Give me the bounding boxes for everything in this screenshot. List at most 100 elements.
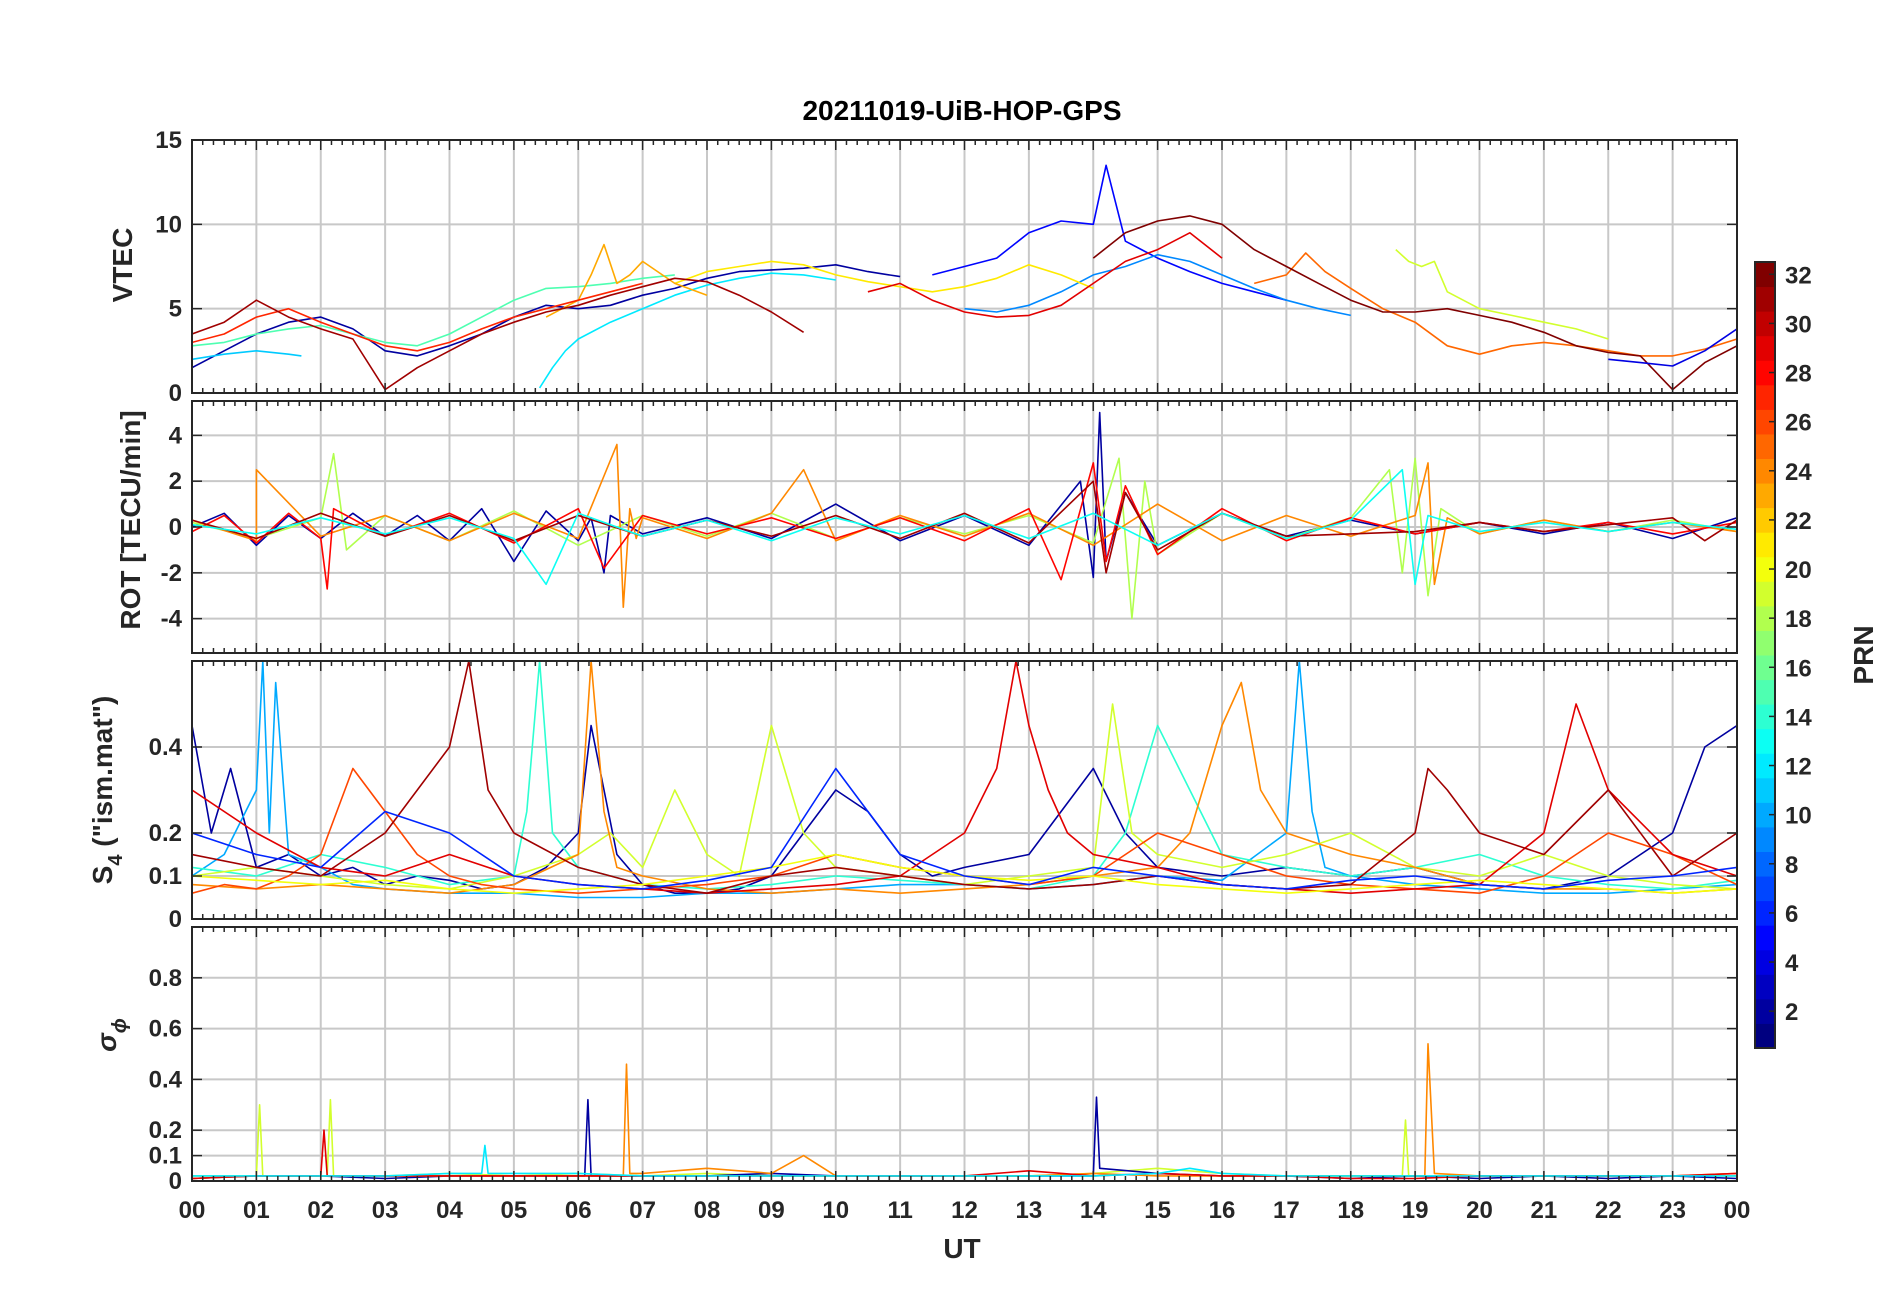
sigma-phi-y-tick-label: 0.6	[149, 1016, 182, 1043]
sigma-phi-y-tick-label: 0.1	[149, 1143, 182, 1170]
colorbar-segment	[1755, 974, 1775, 1000]
vtec-series-prn-4	[1608, 328, 1737, 367]
s4-series-group	[192, 661, 1737, 899]
colorbar-segment	[1755, 335, 1775, 361]
s4-series-prn-24	[192, 661, 1737, 895]
x-tick-label: 21	[1531, 1197, 1558, 1224]
colorbar-tick-label: 28	[1785, 361, 1812, 388]
colorbar-segment	[1755, 262, 1775, 288]
colorbar-segment	[1755, 777, 1775, 803]
colorbar-tick-label: 22	[1785, 508, 1812, 535]
s4-frame	[191, 660, 1738, 920]
colorbar-segment	[1755, 507, 1775, 533]
s4-panel: 0 0.1 0.2 0.4	[149, 660, 1738, 933]
colorbar-segment	[1755, 483, 1775, 509]
vtec-series-prn-15	[192, 274, 675, 347]
rot-series-prn-13	[192, 468, 1737, 586]
x-tick-label: 16	[1209, 1197, 1236, 1224]
colorbar-segment	[1755, 876, 1775, 902]
x-tick-label: 15	[1144, 1197, 1171, 1224]
vtec-series-prn-21	[674, 260, 1094, 293]
vtec-y-tick-label: 0	[169, 380, 182, 407]
s4-series-prn-10	[192, 661, 1737, 899]
x-tick-label: 00	[179, 1197, 206, 1224]
s4-y-tick-label: 0.1	[149, 863, 182, 890]
x-tick-label: 03	[372, 1197, 399, 1224]
colorbar-tick-label: 4	[1785, 950, 1799, 977]
vtec-series-prn-29	[867, 232, 1223, 318]
vtec-y-tick-label: 5	[169, 296, 182, 323]
x-tick-label: 19	[1402, 1197, 1429, 1224]
colorbar-tick-label: 20	[1785, 557, 1812, 584]
colorbar-segment	[1755, 409, 1775, 435]
sigma-phi-y-tick-label: 0.8	[149, 965, 182, 992]
colorbar-segment	[1755, 925, 1775, 951]
vtec-panel: 0 5 10 15	[155, 127, 1738, 407]
vtec-series-prn-11	[192, 349, 302, 361]
vtec-series-prn-32	[1092, 215, 1737, 391]
s4-y-tick-label: 0.2	[149, 820, 182, 847]
sigma-phi-y-tick-label: 0.4	[149, 1066, 183, 1093]
colorbar-segment	[1755, 851, 1775, 877]
sigma-phi-frame	[191, 926, 1738, 1182]
s4-series-prn-29	[192, 661, 1737, 895]
x-tick-label: 23	[1659, 1197, 1686, 1224]
sigma-phi-y-tick-label: 0.2	[149, 1117, 182, 1144]
colorbar-segment	[1755, 998, 1775, 1024]
rot-panel: -4 -2 0 2 4	[161, 400, 1738, 654]
colorbar-tick-label: 18	[1785, 606, 1812, 633]
colorbar-segment	[1755, 556, 1775, 582]
x-axis-label: UT	[943, 1233, 980, 1264]
sigma-phi-y-tick-label: 0	[169, 1168, 182, 1195]
vtec-series-prn-5	[932, 164, 1287, 301]
x-tick-label: 02	[307, 1197, 334, 1224]
colorbar-tick-label: 6	[1785, 901, 1798, 928]
vtec-ylabel: VTEC	[107, 228, 138, 303]
vtec-y-tick-label: 10	[155, 211, 182, 238]
colorbar-tick-label: 16	[1785, 655, 1812, 682]
s4-y-tick-label: 0.4	[149, 734, 183, 761]
s4-series-prn-31	[192, 661, 1737, 895]
x-tick-label: 06	[565, 1197, 592, 1224]
colorbar-segment	[1755, 630, 1775, 656]
colorbar-segment	[1755, 655, 1775, 681]
sigma-phi-panel: 00.10.2 0.4 0.6 0.8	[149, 926, 1738, 1195]
x-tick-label: 04	[436, 1197, 463, 1224]
rot-y-tick-label: 2	[169, 468, 182, 495]
rot-y-tick-label: 0	[169, 514, 182, 541]
x-tick-label: 18	[1337, 1197, 1364, 1224]
vtec-series-prn-2	[192, 263, 901, 369]
colorbar-segment	[1755, 949, 1775, 975]
colorbar-segment	[1755, 360, 1775, 386]
x-tick-label: 00	[1724, 1197, 1751, 1224]
colorbar-tick-label: 2	[1785, 999, 1798, 1026]
colorbar-tick-label: 26	[1785, 410, 1812, 437]
x-tick-label: 20	[1466, 1197, 1493, 1224]
colorbar-segment	[1755, 704, 1775, 730]
colorbar-label: PRN	[1848, 625, 1879, 684]
x-tick-label: 10	[822, 1197, 849, 1224]
colorbar-segment	[1755, 605, 1775, 631]
vtec-series-prn-12	[538, 272, 836, 389]
vtec-series-prn-9	[964, 253, 1351, 317]
colorbar-tick-label: 8	[1785, 852, 1798, 879]
colorbar-tick-label: 30	[1785, 311, 1812, 338]
vtec-series-prn-31	[192, 277, 805, 391]
x-tick-labels: 00 01 02 03 04 05 06 07 08 09 10 11 12 13 14 15 16 17 18 19…	[179, 1197, 1751, 1224]
colorbar-segment	[1755, 900, 1775, 926]
x-tick-label: 11	[887, 1197, 912, 1224]
colorbar-tick-label: 14	[1785, 704, 1812, 731]
x-tick-label: 22	[1595, 1197, 1622, 1224]
vtec-series-prn-23	[545, 243, 708, 318]
vtec-series-prn-27	[192, 282, 643, 352]
rot-series-prn-28	[192, 462, 1737, 590]
colorbar-segment	[1755, 753, 1775, 779]
rot-y-tick-label: -4	[161, 606, 183, 633]
rot-ylabel: ROT [TECU/min]	[115, 410, 146, 629]
vtec-y-tick-label: 15	[155, 127, 182, 154]
s4-y-tick-label: 0	[169, 906, 182, 933]
s4-series-prn-26	[192, 767, 1737, 895]
s4-series-prn-6	[192, 767, 1737, 890]
